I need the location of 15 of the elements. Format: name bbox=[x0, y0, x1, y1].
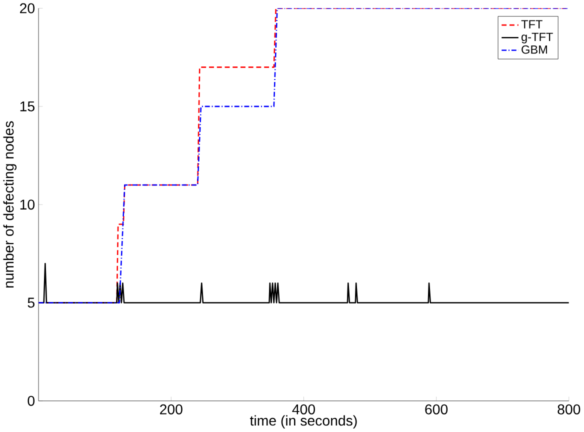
x-tick-label: 800 bbox=[558, 404, 580, 415]
y-tick-label: 5 bbox=[28, 298, 34, 308]
y-tick-label: 20 bbox=[20, 3, 35, 14]
x-axis-title: time (in seconds) bbox=[250, 415, 357, 429]
y-tick-label: 10 bbox=[20, 200, 35, 210]
line-series bbox=[38, 8, 569, 304]
legend-label: g-TFT bbox=[522, 32, 553, 44]
x-tick-label: 600 bbox=[425, 404, 448, 415]
y-tick-label: 15 bbox=[20, 102, 34, 112]
x-tick-label: 200 bbox=[160, 404, 182, 415]
y-axis-title: number of defecting nodes bbox=[3, 121, 16, 288]
x-tick-label: 400 bbox=[292, 404, 315, 415]
legend-label: TFT bbox=[521, 20, 542, 29]
legend-label: GBM bbox=[522, 46, 547, 54]
y-tick-label: 0 bbox=[28, 396, 35, 406]
